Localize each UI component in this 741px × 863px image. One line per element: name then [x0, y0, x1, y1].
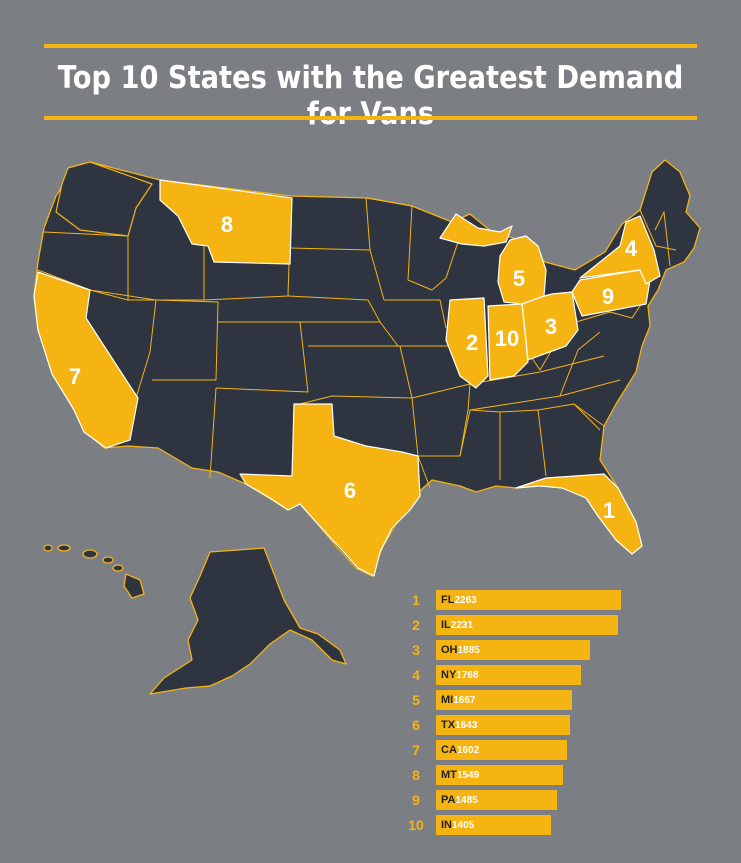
bar-value: 1643: [455, 719, 478, 731]
map-label-tx: 6: [344, 478, 356, 503]
map-label-il: 2: [466, 330, 478, 355]
state-fl: [515, 473, 643, 555]
bar-state-abbr: CA: [441, 744, 457, 756]
hawaii: [43, 544, 145, 599]
rank-number: 1: [412, 592, 420, 608]
bar-value: 1549: [456, 769, 480, 781]
ranking-bar-ny: NY 1768: [436, 665, 581, 685]
bar-state-abbr: FL: [441, 594, 455, 606]
title-rule-top: [44, 44, 697, 48]
map-label-ca: 7: [69, 364, 81, 389]
rank-number: 8: [412, 767, 420, 783]
map-label-fl: 1: [603, 498, 615, 523]
bar-state-abbr: NY: [441, 669, 457, 681]
ranking-bar-mi: MI 1667: [436, 690, 572, 710]
map-label-mi: 5: [513, 266, 525, 291]
rank-number: 10: [408, 817, 424, 833]
bar-value: 1667: [453, 694, 476, 706]
bar-value: 2263: [454, 594, 477, 606]
bar-state-abbr: MI: [441, 694, 454, 706]
bar-value: 1405: [452, 819, 475, 831]
bar-value: 1885: [457, 644, 480, 656]
rank-number: 5: [412, 692, 420, 708]
bar-value: 1768: [456, 669, 479, 681]
title-rule-bottom: [44, 116, 697, 120]
bar-value: 1602: [456, 744, 480, 756]
bar-state-abbr: TX: [441, 719, 456, 731]
state-mt: [159, 179, 293, 265]
ranking-bar-pa: PA 1485: [436, 790, 557, 810]
ranking-bar-ca: CA 1602: [436, 740, 567, 760]
state-tx: [239, 403, 421, 577]
state-mi: [497, 235, 547, 305]
state-oh: [521, 291, 579, 361]
ranking-bar-in: IN 1405: [436, 815, 551, 835]
ranking-bar-oh: OH 1885: [436, 640, 590, 660]
bar-value: 2231: [450, 619, 474, 631]
state-mi-up: [439, 213, 513, 247]
rank-number: 3: [412, 642, 420, 658]
rank-number: 4: [412, 667, 420, 683]
map-label-oh: 3: [545, 314, 557, 339]
map-label-in: 10: [495, 326, 519, 351]
rank-number: 6: [412, 717, 420, 733]
ranking-bar-il: IL 2231: [436, 615, 618, 635]
state-in: [487, 303, 529, 381]
state-ny: [579, 215, 661, 285]
state-wa: [55, 161, 153, 237]
rank-number: 7: [412, 742, 420, 758]
bar-state-abbr: MT: [441, 769, 457, 781]
bar-state-abbr: OH: [441, 644, 458, 656]
map-label-ny: 4: [625, 236, 638, 261]
bar-state-abbr: IL: [441, 619, 451, 631]
bar-state-abbr: PA: [441, 794, 456, 806]
alaska: [149, 547, 347, 695]
map-label-pa: 9: [602, 284, 614, 309]
state-ca: [33, 271, 139, 449]
map-label-mt: 8: [221, 212, 233, 237]
rank-number: 2: [412, 617, 420, 633]
rank-number: 9: [412, 792, 420, 808]
state-il: [445, 297, 489, 389]
ranking-bar-mt: MT 1549: [436, 765, 563, 785]
ranking-bar-tx: TX 1643: [436, 715, 570, 735]
bar-value: 1485: [455, 794, 478, 806]
bar-state-abbr: IN: [441, 819, 452, 831]
page-title: Top 10 States with the Greatest Demand f…: [57, 60, 684, 132]
ranking-bar-fl: FL 2263: [436, 590, 621, 610]
